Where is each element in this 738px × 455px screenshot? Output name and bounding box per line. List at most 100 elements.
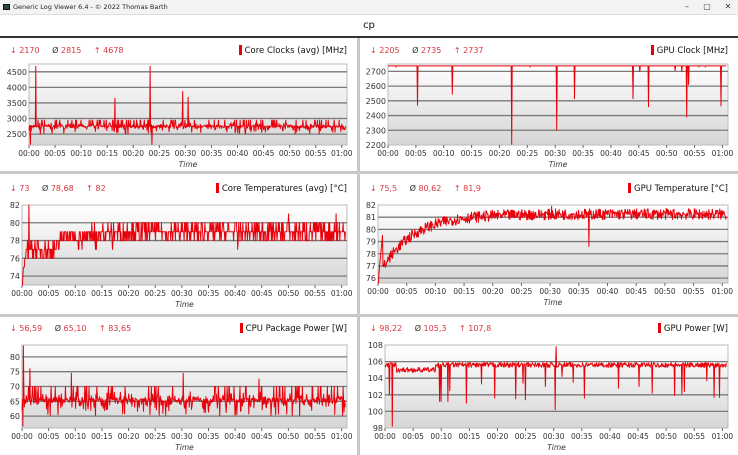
x-tick-label: 00:15 [96, 149, 118, 158]
x-tick-label: 00:25 [517, 149, 539, 158]
x-tick-label: 00:00 [11, 289, 33, 298]
x-tick-label: 00:40 [597, 287, 619, 296]
x-tick-label: 00:10 [433, 149, 455, 158]
y-tick-label: 80 [366, 225, 376, 234]
chart-title: CPU Package Power [W] [245, 324, 347, 334]
x-tick-label: 00:05 [38, 289, 60, 298]
chart-legend[interactable]: GPU Temperature [°C] [628, 183, 728, 194]
chart-svg: 98 100 102 104 106 108 00:00 00:05 00:10 00:15 00:… [368, 341, 734, 452]
chart-stats: ↓ 73 Ø 78,68 ↑ 82 [10, 184, 116, 193]
x-tick-label: 00:45 [628, 149, 650, 158]
y-tick-label: 2500 [7, 130, 27, 139]
x-tick-label: 00:20 [118, 289, 140, 298]
row-divider[interactable] [0, 171, 738, 174]
chart-panel: ↓ 73 Ø 78,68 ↑ 82 Core Temperatures (avg… [0, 175, 357, 314]
close-button[interactable]: ✕ [724, 2, 732, 11]
chart-stats: ↓ 2205 Ø 2735 ↑ 2737 [370, 46, 494, 55]
x-tick-label: 00:10 [64, 289, 86, 298]
chart-stats: ↓ 98,22 Ø 105,3 ↑ 107,8 [370, 324, 501, 333]
x-tick-label: 00:55 [305, 149, 327, 158]
x-tick-label: 00:25 [511, 287, 533, 296]
x-tick-label: 00:00 [18, 149, 40, 158]
chart-legend[interactable]: GPU Power [W] [657, 323, 728, 334]
y-tick-label: 70 [10, 383, 20, 392]
x-tick-label: 00:00 [11, 432, 33, 441]
x-tick-label: 00:30 [175, 149, 197, 158]
x-tick-label: 00:35 [198, 432, 220, 441]
x-tick-label: 00:50 [279, 149, 301, 158]
max-stat: ↑ 4678 [93, 46, 124, 55]
chart-title: GPU Clock [MHz] [656, 46, 728, 56]
chart-title: GPU Temperature [°C] [634, 184, 728, 194]
chart-svg: 74 76 78 80 82 00:00 00:05 00:10 00:15 00:20 00:25… [10, 201, 353, 309]
x-axis-label: Time [549, 160, 568, 169]
y-tick-label: 2700 [366, 67, 386, 76]
title-bar: Generic Log Viewer 6.4 - © 2022 Thomas B… [0, 0, 738, 15]
x-tick-label: 00:45 [625, 287, 647, 296]
x-tick-label: 00:20 [489, 149, 511, 158]
x-tick-label: 00:50 [656, 149, 678, 158]
y-tick-label: 76 [10, 254, 20, 263]
x-tick-label: 00:30 [539, 287, 561, 296]
x-tick-label: 00:50 [654, 287, 676, 296]
x-tick-label: 00:30 [171, 289, 193, 298]
x-tick-label: 00:05 [38, 432, 60, 441]
x-tick-label: 00:20 [118, 432, 140, 441]
chart-legend[interactable]: Core Clocks (avg) [MHz] [238, 45, 347, 56]
y-tick-label: 77 [366, 262, 376, 271]
x-axis-label: Time [175, 300, 194, 309]
row-divider[interactable] [0, 314, 738, 317]
x-tick-label: 00:15 [459, 432, 481, 441]
x-tick-label: 01:00 [331, 432, 353, 441]
y-tick-label: 80 [10, 353, 20, 362]
chart-legend[interactable]: Core Temperatures (avg) [°C] [215, 183, 347, 194]
x-tick-label: 00:35 [572, 149, 594, 158]
x-tick-label: 00:00 [367, 287, 389, 296]
x-tick-label: 00:40 [600, 149, 622, 158]
series-line [22, 204, 346, 286]
avg-stat: Ø 2815 [52, 46, 82, 55]
maximize-button[interactable]: ▢ [703, 2, 711, 11]
x-tick-label: 00:20 [482, 287, 504, 296]
min-stat: ↓ 98,22 [370, 324, 403, 333]
legend-swatch [215, 183, 219, 193]
avg-stat: Ø 2735 [412, 46, 442, 55]
x-tick-label: 00:45 [251, 289, 273, 298]
legend-swatch [657, 323, 661, 333]
avg-stat: Ø 65,10 [54, 324, 87, 333]
y-tick-label: 4000 [7, 83, 27, 92]
chart-svg: 2200 2300 2400 2500 2600 2700 00:00 00:05 00:10 0… [366, 63, 734, 169]
x-tick-label: 00:25 [144, 289, 166, 298]
legend-swatch [650, 45, 654, 55]
chart-stats: ↓ 2170 Ø 2815 ↑ 4678 [10, 46, 134, 55]
x-tick-label: 00:35 [198, 289, 220, 298]
series-line [384, 346, 727, 427]
chart-panel: ↓ 98,22 Ø 105,3 ↑ 107,8 GPU Power [W] 98 1… [360, 318, 738, 455]
x-tick-label: 01:00 [712, 149, 734, 158]
column-divider[interactable] [357, 38, 360, 455]
legend-swatch [628, 183, 631, 193]
series-line [28, 65, 346, 145]
x-tick-label: 01:00 [711, 287, 733, 296]
y-tick-label: 108 [368, 341, 383, 350]
chart-panel: ↓ 75,5 Ø 80,62 ↑ 81,9 GPU Temperature [°… [360, 175, 738, 314]
chart-legend[interactable]: GPU Clock [MHz] [650, 45, 728, 56]
x-tick-label: 00:05 [44, 149, 66, 158]
chart-title: GPU Power [W] [663, 324, 728, 334]
avg-stat: Ø 105,3 [414, 324, 447, 333]
x-tick-label: 00:55 [684, 149, 706, 158]
chart-legend[interactable]: CPU Package Power [W] [239, 323, 347, 334]
min-stat: ↓ 2205 [370, 46, 400, 55]
x-tick-label: 00:55 [304, 289, 326, 298]
series-line [21, 345, 346, 427]
chart-svg: 2500 3000 3500 4000 4500 00:00 00:05 00:10 00:15… [7, 63, 353, 169]
min-stat: ↓ 73 [10, 184, 30, 193]
chart-panel: ↓ 2170 Ø 2815 ↑ 4678 Core Clocks (avg) [… [0, 38, 357, 171]
x-tick-label: 00:45 [253, 149, 275, 158]
y-tick-label: 2500 [366, 97, 386, 106]
y-tick-label: 4500 [7, 68, 27, 77]
minimize-button[interactable]: – [685, 2, 689, 11]
x-tick-label: 00:15 [461, 149, 483, 158]
x-axis-label: Time [179, 160, 198, 169]
x-tick-label: 00:55 [683, 287, 705, 296]
